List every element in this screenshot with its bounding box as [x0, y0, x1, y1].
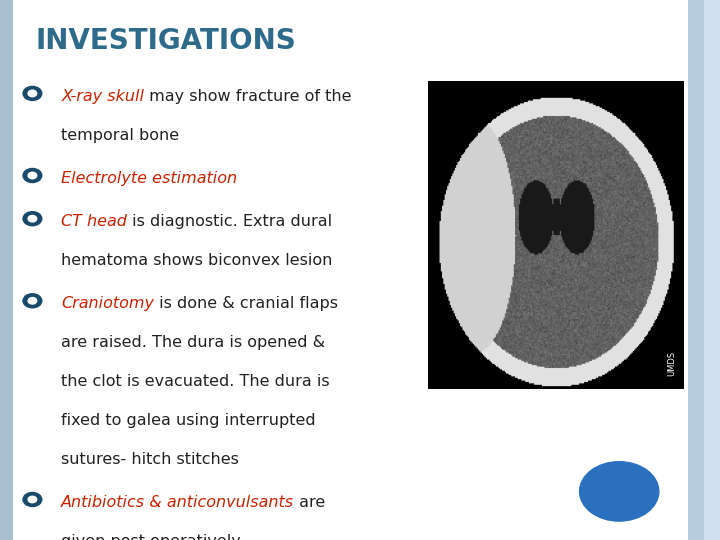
Text: are: are	[294, 495, 325, 510]
Bar	[0, 0, 13, 540]
Text: is done & cranial flaps: is done & cranial flaps	[154, 296, 338, 312]
Text: is diagnostic. Extra dural: is diagnostic. Extra dural	[127, 214, 332, 230]
Circle shape	[23, 212, 42, 226]
Text: Electrolyte estimation: Electrolyte estimation	[61, 171, 238, 186]
Circle shape	[28, 90, 37, 97]
Text: hematoma shows biconvex lesion: hematoma shows biconvex lesion	[61, 253, 333, 268]
Circle shape	[28, 298, 37, 304]
Text: are raised. The dura is opened &: are raised. The dura is opened &	[61, 335, 325, 350]
Text: may show fracture of the: may show fracture of the	[144, 89, 351, 104]
Circle shape	[23, 168, 42, 183]
Text: given post operatively: given post operatively	[61, 534, 241, 540]
Circle shape	[28, 496, 37, 503]
Circle shape	[23, 294, 42, 308]
Text: the clot is evacuated. The dura is: the clot is evacuated. The dura is	[61, 374, 330, 389]
Text: X-ray skull: X-ray skull	[61, 89, 144, 104]
Text: temporal bone: temporal bone	[61, 128, 179, 143]
Text: UMDS: UMDS	[667, 352, 676, 376]
Bar	[704, 0, 720, 540]
Circle shape	[23, 86, 42, 100]
Circle shape	[28, 172, 37, 179]
Text: CT head: CT head	[61, 214, 127, 230]
Circle shape	[23, 492, 42, 507]
Bar	[688, 0, 706, 540]
Text: sutures- hitch stitches: sutures- hitch stitches	[61, 452, 239, 467]
Text: Craniotomy: Craniotomy	[61, 296, 154, 312]
Circle shape	[28, 215, 37, 222]
Text: Antibiotics & anticonvulsants: Antibiotics & anticonvulsants	[61, 495, 294, 510]
Text: INVESTIGATIONS: INVESTIGATIONS	[36, 27, 297, 55]
Text: fixed to galea using interrupted: fixed to galea using interrupted	[61, 413, 316, 428]
Circle shape	[580, 462, 659, 521]
